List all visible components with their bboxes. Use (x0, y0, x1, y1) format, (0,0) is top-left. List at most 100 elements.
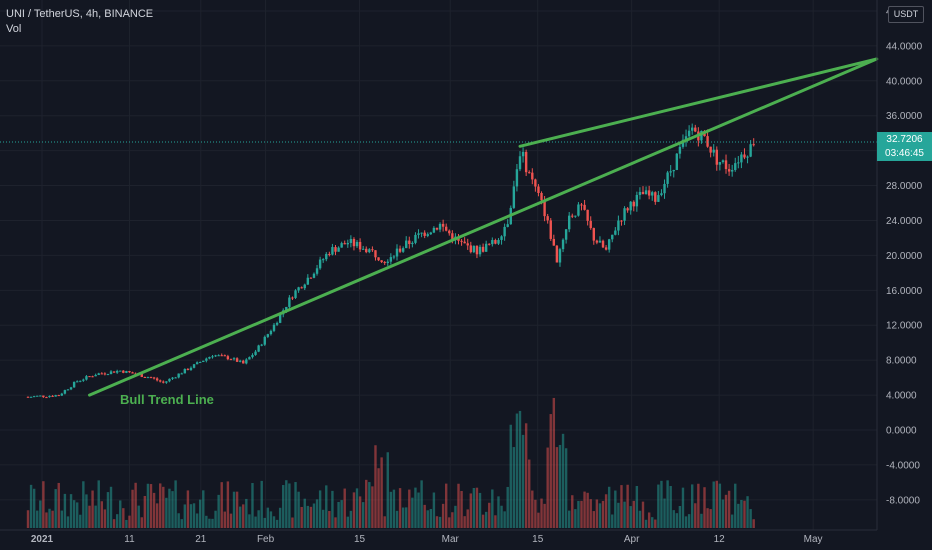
candle-body (275, 322, 279, 325)
candle-body (420, 232, 423, 234)
candle-body (245, 359, 248, 364)
y-tick-label: -4.0000 (886, 460, 920, 471)
candle-body (644, 190, 648, 195)
candle-body (564, 229, 568, 240)
x-tick-label: 21 (195, 534, 207, 545)
volume-bar (248, 514, 251, 528)
volume-bar (386, 452, 389, 528)
y-tick-label: 24.0000 (886, 216, 923, 227)
volume-bar (457, 483, 460, 528)
candle-body (211, 356, 214, 358)
volume-bar (691, 484, 694, 528)
candle-body (199, 361, 202, 363)
candle-body (383, 262, 386, 264)
volume-bar (607, 486, 611, 528)
volume-bar (555, 447, 559, 528)
trendlines[interactable] (88, 57, 879, 397)
volume-bar (275, 519, 279, 528)
candle-body (54, 395, 57, 397)
volume-bar (217, 494, 220, 528)
volume-bar (405, 507, 408, 528)
volume-bar (183, 504, 187, 528)
candle-body (654, 192, 657, 202)
candle-body (607, 239, 611, 250)
candle-body (334, 247, 337, 252)
candle-body (435, 227, 439, 230)
volume-bar (414, 487, 417, 528)
volume-bar (660, 480, 663, 528)
volume-bar (481, 514, 485, 528)
volume-bar (368, 482, 371, 528)
candle-body (494, 240, 497, 244)
candle-body (426, 234, 429, 236)
volume-bar (232, 491, 236, 528)
volume-bar (235, 491, 239, 528)
candle-body (72, 381, 76, 388)
volume-bar (57, 482, 60, 528)
volume-bar (684, 516, 688, 528)
candle-body (69, 387, 73, 390)
candle-body (377, 257, 380, 261)
x-tick-label: 15 (532, 534, 544, 545)
candle-body (36, 395, 39, 397)
volume-bar (340, 500, 343, 528)
volume-bar (374, 445, 377, 528)
candle-body (528, 172, 531, 174)
y-tick-label: 20.0000 (886, 251, 923, 262)
volume-bar (531, 490, 534, 528)
volume-bar (334, 517, 337, 528)
candle-body (76, 381, 79, 383)
volume-bar (420, 480, 423, 528)
volume-bar (238, 506, 242, 528)
volume-legend-label[interactable]: Vol (6, 23, 22, 35)
volume-bar (51, 510, 54, 528)
candle-body (109, 371, 113, 375)
volume-bar (721, 499, 725, 528)
candle-body (85, 376, 88, 380)
symbol-title[interactable]: UNI / TetherUS, 4h, BINANCE (6, 8, 154, 20)
volume-bar (730, 514, 734, 528)
volume-bar (328, 511, 331, 528)
volume-bar (143, 495, 147, 528)
candle-body (140, 374, 143, 378)
volume-bar (131, 489, 134, 528)
volume-bar (91, 490, 94, 528)
candle-body (162, 381, 165, 383)
candle-body (614, 230, 617, 235)
candle-body (119, 370, 122, 372)
x-tick-label: 11 (124, 534, 135, 545)
volume-bar (601, 500, 605, 528)
candle-body (506, 224, 509, 227)
volume-bar (112, 519, 116, 528)
volume-bar (528, 459, 531, 528)
candle-body (57, 395, 60, 397)
trendline[interactable] (518, 57, 879, 148)
candle-body (122, 370, 125, 373)
volume-bar (211, 518, 214, 528)
volume-bar (119, 500, 122, 528)
volume-bar (488, 502, 491, 528)
volume-bar (623, 501, 626, 528)
volume-bar (552, 397, 556, 528)
volume-bar (614, 490, 617, 528)
candle-body (309, 277, 313, 279)
volume-bar (309, 506, 313, 528)
candle-body (235, 358, 239, 362)
volume-bar (512, 447, 516, 528)
currency-badge[interactable]: USDT (888, 6, 924, 23)
candle-body (208, 357, 211, 359)
volume-bar (303, 498, 306, 528)
y-axis[interactable]: 48.000044.000040.000036.000032.000028.00… (886, 6, 923, 506)
trendline[interactable] (88, 57, 879, 397)
candle-body (604, 247, 608, 250)
candle-body (39, 395, 42, 397)
candle-body (248, 357, 251, 360)
candle-body (687, 130, 691, 137)
volume-bar (638, 510, 642, 528)
volume-bar (657, 484, 660, 528)
candle-body (475, 245, 479, 255)
bull-trend-line-label: Bull Trend Line (120, 392, 214, 407)
x-axis[interactable]: 2021 11 21 Feb 15 Mar 15 Apr 12 May (31, 534, 823, 545)
volume-bar (672, 510, 675, 528)
